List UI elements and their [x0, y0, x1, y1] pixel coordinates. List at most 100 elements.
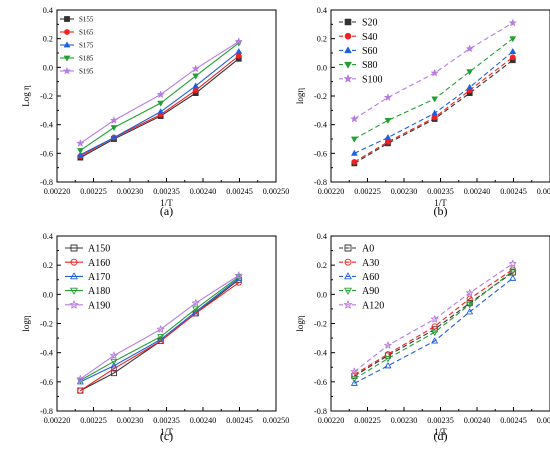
data-point-A60 [384, 362, 392, 369]
data-point-A90 [351, 376, 358, 383]
y-tick-label: 0.2 [317, 261, 327, 270]
y-tick-label: -0.6 [40, 149, 53, 158]
x-tick-label: 0.00220 [44, 187, 71, 196]
legend-marker-S155 [64, 16, 70, 22]
legend-entry-A160: A160 [88, 258, 110, 269]
y-tick-label: -0.4 [40, 349, 53, 358]
y-tick-label: 0.2 [43, 261, 53, 270]
data-point-A90 [431, 329, 438, 336]
panel-label: (a) [160, 204, 173, 218]
chart-panel-2: 0.00220 0.00225 0.00230 0.00235 0.00240 0.002… [295, 6, 550, 218]
legend-entry-A30: A30 [362, 258, 379, 269]
legend-entry-A190: A190 [88, 300, 110, 311]
data-point-A180 [192, 306, 200, 313]
legend-marker-A170 [70, 272, 78, 280]
series-line-A30 [354, 269, 514, 376]
x-tick-label: 0.00230 [391, 416, 418, 425]
legend-marker-A30 [344, 258, 352, 266]
data-point-A30 [466, 295, 473, 302]
legend-marker-A160 [70, 258, 78, 266]
data-point-S80 [509, 36, 516, 42]
data-point-S185 [110, 125, 118, 131]
legend: S20 S40 S60 S80 S100 [339, 18, 383, 85]
legend-marker-A120 [343, 300, 353, 309]
y-tick-label: -0.6 [314, 378, 327, 387]
data-point-S175 [192, 82, 199, 89]
series-line-A160 [80, 282, 240, 392]
y-tick-label: -0.2 [314, 92, 327, 101]
panel-label: (b) [434, 204, 448, 218]
data-point-A120 [384, 341, 392, 349]
x-tick-label: 0.00245 [500, 416, 527, 425]
x-tick-label: 0.00245 [226, 416, 253, 425]
data-point-A60 [466, 308, 474, 315]
x-tick-label: 0.00240 [190, 416, 217, 425]
data-point-S195 [192, 64, 200, 72]
x-tick-label: 0.00235 [427, 187, 454, 196]
legend-entry-A120: A120 [362, 300, 384, 311]
data-point-A180 [157, 334, 164, 341]
y-tick-label: 0.0 [43, 290, 53, 299]
x-tick-label: 0.00240 [464, 416, 491, 425]
legend-marker-S40 [344, 32, 352, 40]
legend-marker-S100 [343, 74, 353, 83]
y-tick-label: 0.4 [317, 6, 327, 15]
legend-marker-S175 [63, 41, 71, 48]
legend-marker-S20 [344, 18, 352, 26]
series-line-A180 [80, 276, 240, 381]
data-point-A190 [76, 374, 85, 383]
data-point-S60 [431, 109, 438, 116]
x-tick-label: 0.00250 [263, 187, 290, 196]
data-point-S100 [350, 115, 358, 123]
legend-marker-S195 [63, 67, 71, 75]
data-point-S60 [509, 48, 516, 54]
data-point-S175 [110, 134, 118, 140]
x-tick-label: 0.00220 [318, 187, 345, 196]
data-point-A160 [77, 387, 84, 394]
data-point-S60 [351, 150, 358, 156]
data-point-S100 [384, 93, 392, 101]
data-point-S195 [110, 116, 118, 124]
legend-marker-A180 [70, 287, 78, 295]
legend-marker-S60 [344, 46, 352, 54]
data-point-A60 [509, 274, 517, 281]
x-tick-label: 0.00230 [117, 416, 144, 425]
legend-marker-S165 [64, 29, 70, 35]
data-point-S195 [235, 37, 243, 45]
legend-entry-S40: S40 [362, 32, 378, 43]
legend-entry-S165: S165 [79, 29, 94, 37]
x-tick-label: 0.00250 [537, 187, 550, 196]
legend-entry-A170: A170 [88, 272, 110, 283]
legend: S155 S165 S175 S185 S195 [60, 16, 94, 76]
data-point-A190 [156, 325, 165, 333]
y-tick-label: -0.4 [314, 121, 327, 130]
series-line-A120 [354, 263, 514, 373]
series-line-A90 [354, 270, 514, 380]
data-point-A0 [466, 300, 473, 307]
x-axis-label: 1/T [434, 427, 447, 437]
data-point-S185 [77, 148, 84, 154]
y-tick-label: 0.4 [43, 6, 53, 15]
y-tick-label: -0.8 [314, 178, 327, 187]
x-tick-label: 0.00230 [391, 187, 418, 196]
legend-entry-S100: S100 [362, 74, 383, 85]
y-tick-label: 0.2 [317, 35, 327, 44]
legend-entry-S80: S80 [362, 60, 378, 71]
data-point-A170 [192, 308, 200, 315]
data-point-S100 [466, 44, 474, 52]
data-point-S80 [384, 117, 392, 124]
data-point-S40 [431, 114, 438, 121]
data-point-A190 [110, 351, 118, 359]
data-point-S165 [192, 87, 199, 94]
y-tick-label: -0.4 [314, 349, 327, 358]
data-point-S80 [466, 69, 473, 75]
data-point-A150 [110, 370, 117, 377]
data-point-S100 [431, 69, 439, 77]
y-tick-label: 0.0 [317, 290, 327, 299]
series-line-S100 [354, 22, 514, 120]
data-point-A120 [465, 288, 474, 297]
legend-marker-A90 [344, 287, 352, 295]
data-point-S60 [466, 84, 473, 90]
legend-entry-S20: S20 [362, 18, 378, 29]
